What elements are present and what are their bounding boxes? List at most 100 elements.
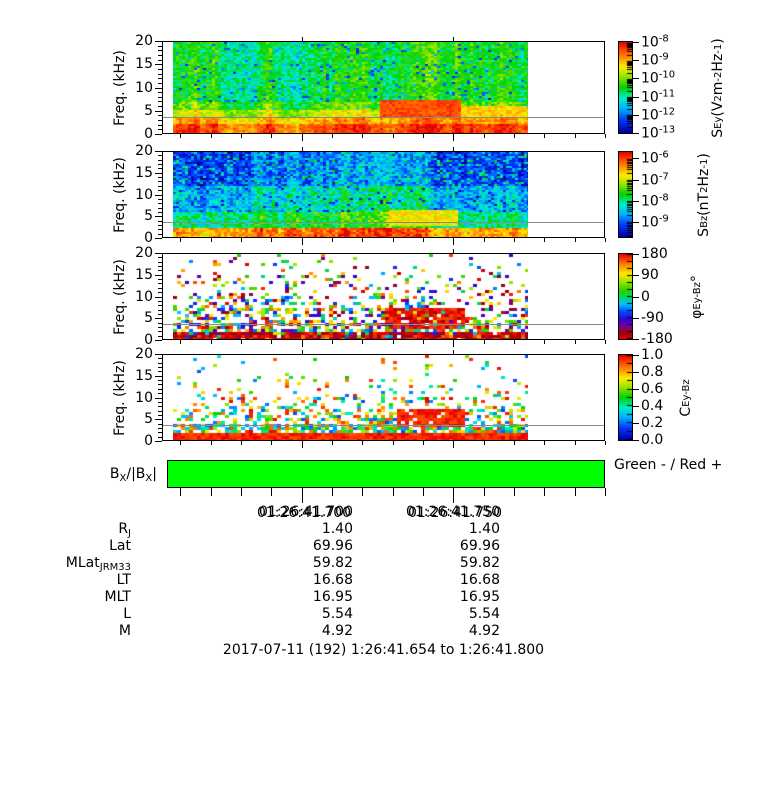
time-tick-top (302, 249, 303, 253)
time-tick (362, 134, 363, 138)
freq-tick (155, 151, 162, 152)
freq-tick-label: 0 (144, 332, 153, 348)
bar-time-tick (423, 488, 424, 496)
freq-tick-label: 15 (135, 56, 153, 72)
time-tick (514, 238, 515, 242)
eph-value: 69.96 (459, 538, 500, 554)
freq-tick (158, 97, 162, 98)
eph-value: 16.95 (459, 589, 500, 605)
freq-tick (158, 125, 162, 126)
colorbar-tick-label: 0.8 (641, 364, 664, 380)
eph-row-label: LT (116, 572, 131, 588)
time-tick (605, 441, 606, 445)
eph-value: 1.40 (468, 521, 500, 537)
colorbar-frame-sey (618, 41, 633, 134)
time-tick (332, 340, 333, 344)
freq-tick-label: 0 (144, 126, 153, 142)
freq-tick (158, 288, 162, 289)
freq-tick (155, 216, 162, 217)
time-label: 01:26:41.750 (407, 505, 503, 521)
freq-tick (155, 195, 162, 196)
freq-tick (158, 106, 162, 107)
time-tick (575, 441, 576, 445)
freq-tick (158, 283, 162, 284)
eph-value: 16.68 (312, 572, 353, 588)
eph-row-label: RJ (118, 521, 131, 539)
time-tick (423, 134, 424, 138)
freq-tick (158, 234, 162, 235)
spectrogram-canvas-sbz (173, 152, 528, 237)
time-tick (180, 238, 181, 242)
time-tick (180, 134, 181, 138)
freq-tick (158, 120, 162, 121)
time-tick (332, 238, 333, 242)
eph-column-header: 01:26:41.700 (258, 504, 353, 520)
time-tick (302, 134, 303, 141)
colorbar-tick (633, 78, 639, 79)
eph-value: 1.40 (321, 521, 353, 537)
colorbar-tick (633, 372, 639, 373)
colorbar-canvas-phi (619, 254, 632, 339)
colorbar-tick (633, 355, 639, 356)
freq-tick (158, 115, 162, 116)
time-tick (605, 134, 606, 138)
panel-frame-coh (162, 354, 605, 441)
time-tick-top (302, 350, 303, 354)
time-tick (302, 238, 303, 245)
bar-time-tick (575, 488, 576, 496)
colorbar-tick (633, 339, 639, 340)
colorbar-tick-label: 10-10 (641, 69, 676, 87)
time-tick (302, 441, 303, 448)
freq-tick (158, 101, 162, 102)
bar-time-tick (544, 488, 545, 496)
time-tick (544, 340, 545, 344)
freq-tick (158, 46, 162, 47)
colorbar-tick-label: 0.6 (641, 381, 664, 397)
freq-tick (158, 74, 162, 75)
eph-value: 59.82 (459, 555, 500, 571)
panel-frame-sey (162, 41, 605, 134)
spectrogram-canvas-phi (173, 254, 528, 339)
freq-tick (155, 419, 162, 420)
time-tick-top (453, 350, 454, 354)
time-tick (362, 238, 363, 242)
bar-time-tick (332, 488, 333, 496)
footer-timerange: 2017-07-11 (192) 1:26:41.654 to 1:26:41.… (222, 642, 545, 658)
colorbar-unit-label-coh: C Ey-Bz (678, 379, 694, 417)
freq-tick (158, 411, 162, 412)
freq-tick-label: 20 (135, 33, 153, 49)
colorbar-tick-label: 0.4 (641, 398, 664, 414)
bar-time-tick (605, 488, 606, 496)
freq-tick (158, 402, 162, 403)
freq-tick (158, 301, 162, 302)
time-tick (453, 340, 454, 347)
freq-tick (158, 380, 162, 381)
freq-tick (158, 310, 162, 311)
bar-time-tick (362, 488, 363, 496)
time-tick (211, 441, 212, 445)
colorbar-tick-label: 0 (641, 289, 650, 305)
bar-time-tick (302, 488, 303, 503)
colorbar-tick (633, 158, 639, 159)
eph-row-label: MLatJRM33 (65, 555, 131, 573)
freq-tick-label: 10 (135, 80, 153, 96)
time-tick (544, 134, 545, 138)
freq-tick (155, 173, 162, 174)
freq-tick (158, 225, 162, 226)
time-tick (362, 340, 363, 344)
freq-tick (158, 266, 162, 267)
freq-tick-label: 5 (144, 310, 153, 326)
time-tick (484, 134, 485, 138)
freq-tick (158, 221, 162, 222)
eph-value: 5.54 (468, 606, 500, 622)
time-tick (453, 441, 454, 448)
bx-sign-bar (167, 460, 605, 488)
colorbar-tick (633, 423, 639, 424)
eph-row-label: MLT (104, 589, 131, 605)
time-tick (605, 238, 606, 242)
time-tick (271, 441, 272, 445)
freq-tick (158, 160, 162, 161)
freq-tick (158, 212, 162, 213)
freq-tick (158, 168, 162, 169)
